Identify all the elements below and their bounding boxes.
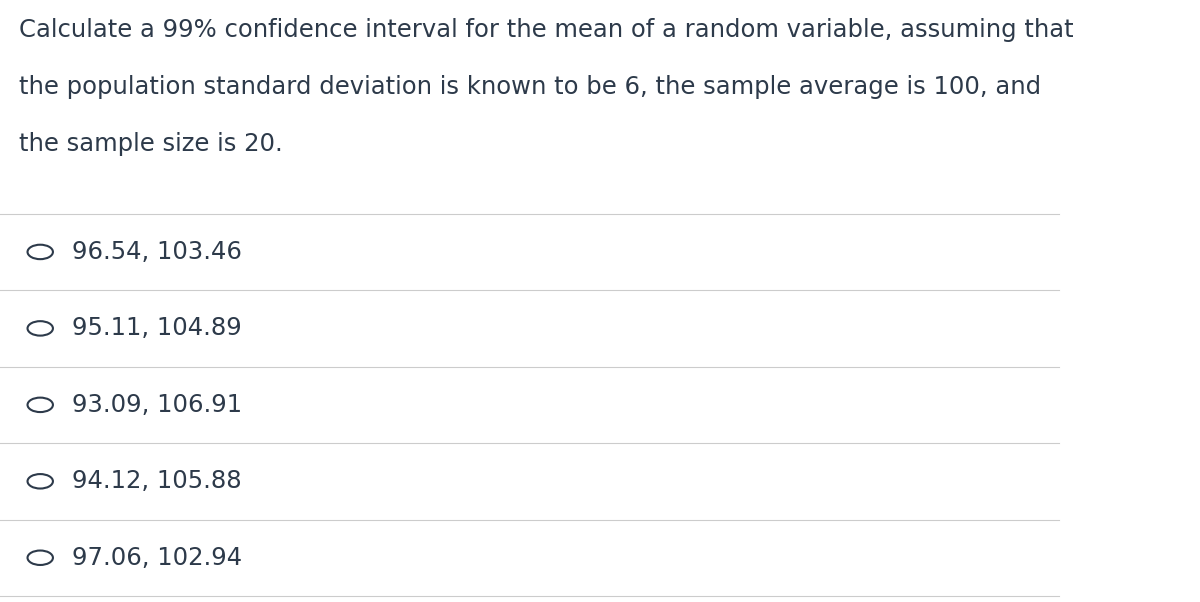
Text: 97.06, 102.94: 97.06, 102.94 bbox=[72, 546, 242, 569]
Text: 94.12, 105.88: 94.12, 105.88 bbox=[72, 470, 241, 493]
Text: the sample size is 20.: the sample size is 20. bbox=[19, 132, 283, 157]
Text: 93.09, 106.91: 93.09, 106.91 bbox=[72, 393, 242, 417]
Text: the population standard deviation is known to be 6, the sample average is 100, a: the population standard deviation is kno… bbox=[19, 75, 1042, 99]
Text: 96.54, 103.46: 96.54, 103.46 bbox=[72, 240, 242, 264]
Text: 95.11, 104.89: 95.11, 104.89 bbox=[72, 317, 241, 340]
Text: Calculate a 99% confidence interval for the mean of a random variable, assuming : Calculate a 99% confidence interval for … bbox=[19, 18, 1074, 42]
